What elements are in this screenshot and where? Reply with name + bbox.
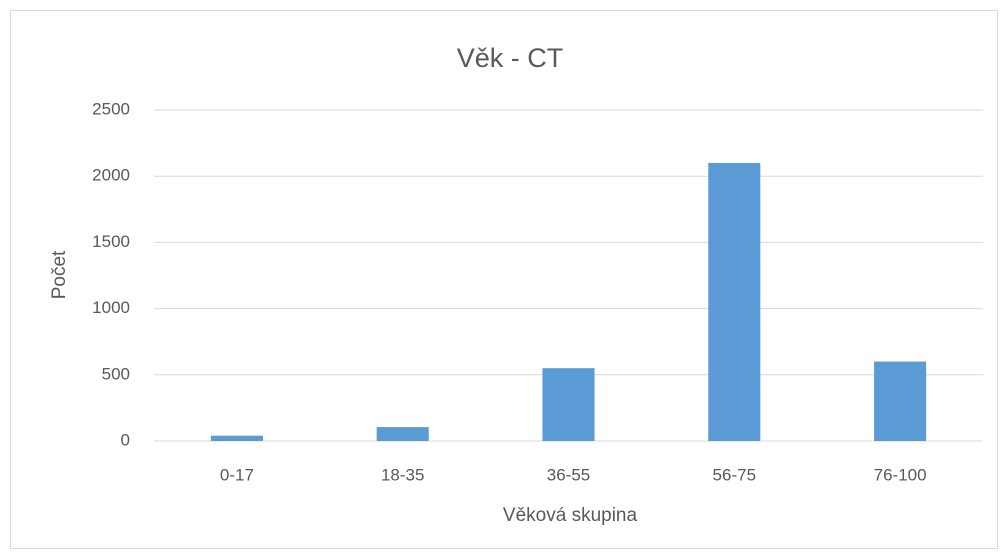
bar	[708, 162, 761, 441]
y-tick-label: 1500	[92, 232, 130, 251]
y-tick-label: 500	[102, 364, 130, 383]
x-tick-label: 76-100	[874, 465, 927, 484]
x-tick-label: 36-55	[547, 465, 590, 484]
bar	[874, 361, 927, 441]
x-axis-label: Věková skupina	[503, 505, 638, 526]
chart-border	[10, 10, 998, 549]
y-tick-label: 2500	[92, 99, 130, 118]
x-tick-label: 0-17	[220, 465, 254, 484]
chart-title: Věk - CT	[457, 43, 564, 73]
bar	[210, 435, 263, 441]
y-tick-label: 0	[121, 430, 130, 449]
y-tick-label: 2000	[92, 166, 130, 185]
y-axis-label: Počet	[49, 250, 70, 299]
y-tick-label: 1000	[92, 298, 130, 317]
bar	[542, 368, 595, 441]
bar	[376, 427, 429, 441]
x-tick-label: 56-75	[713, 465, 756, 484]
x-tick-label: 18-35	[381, 465, 424, 484]
